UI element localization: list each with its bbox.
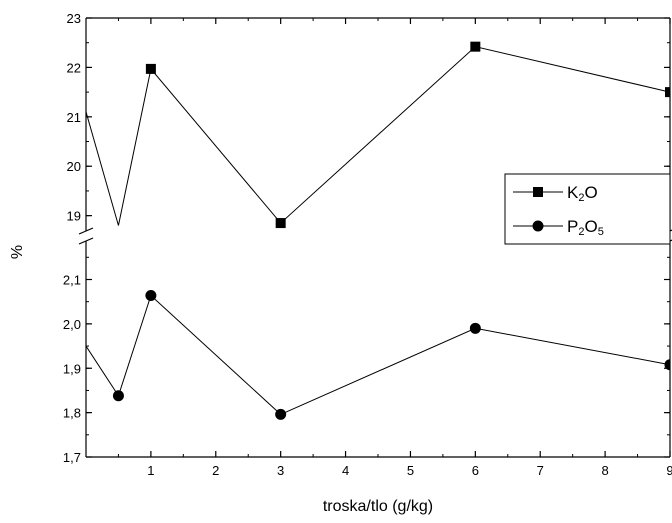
y-tick-label: 2,0 <box>63 317 81 332</box>
legend-marker <box>533 187 543 197</box>
p2o5-point <box>664 359 670 371</box>
y-tick-label: 21 <box>67 110 81 125</box>
y-tick-label: 2,1 <box>63 273 81 288</box>
y-tick-label: 20 <box>67 159 81 174</box>
y-axis-ticks: 19 20 21 22 23 1,7 1,8 1,9 2,0 2,1 <box>63 11 670 465</box>
x-tick-label: 3 <box>277 463 284 478</box>
k2o-point <box>145 63 156 74</box>
y-tick-label: 1,7 <box>63 450 81 465</box>
series-k2o <box>86 41 670 229</box>
x-axis-ticks: 1 2 3 4 5 6 7 8 9 <box>117 18 672 478</box>
p2o5-line <box>86 294 670 415</box>
y-tick-label: 1,8 <box>63 406 81 421</box>
legend-box <box>504 173 671 245</box>
x-tick-label: 7 <box>537 463 544 478</box>
legend: K2O P2O5 <box>504 173 671 245</box>
y-tick-label: 23 <box>67 11 81 26</box>
legend-label: K2O <box>567 183 598 204</box>
k2o-line <box>86 46 670 226</box>
y-tick-label: 19 <box>67 209 81 224</box>
p2o5-point <box>275 408 287 420</box>
axis-break-mark-left <box>78 227 94 235</box>
y-tick-label: 1,9 <box>63 361 81 376</box>
k2o-point <box>470 41 481 52</box>
series-p2o5 <box>86 289 670 420</box>
axis-break-mark-left <box>78 237 94 245</box>
y-tick-label: 22 <box>67 60 81 75</box>
x-tick-label: 5 <box>407 463 414 478</box>
legend-entry-p2o5: P2O5 <box>513 217 604 238</box>
x-tick-label: 8 <box>601 463 608 478</box>
legend-label: P2O5 <box>567 217 604 238</box>
legend-entry-k2o: K2O <box>513 183 598 204</box>
x-tick-label: 6 <box>472 463 479 478</box>
series-layer <box>86 41 670 420</box>
legend-marker <box>532 220 544 232</box>
p2o5-point <box>469 322 481 334</box>
k2o-point <box>275 218 286 229</box>
k2o-point <box>665 87 670 98</box>
x-tick-label: 9 <box>666 463 672 478</box>
x-tick-label: 1 <box>147 463 154 478</box>
x-axis-title: troska/tlo (g/kg) <box>323 498 433 515</box>
x-tick-label: 2 <box>212 463 219 478</box>
y-axis-title: % <box>9 245 26 259</box>
x-tick-label: 4 <box>342 463 349 478</box>
p2o5-point <box>145 289 157 301</box>
p2o5-point <box>112 390 124 402</box>
